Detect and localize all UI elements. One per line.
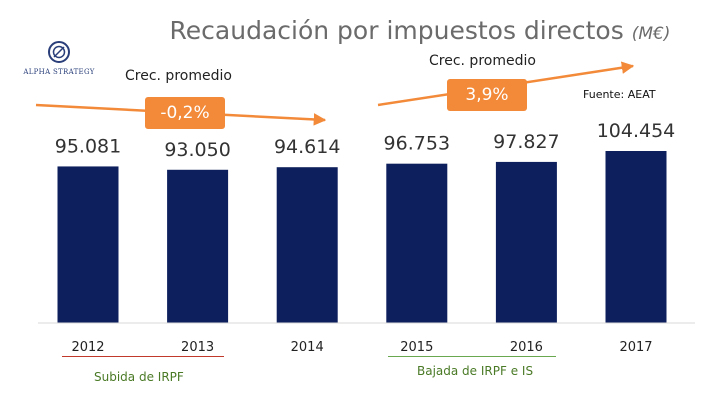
crec-promedio-label-2: Crec. promedio — [429, 53, 536, 69]
source-note: Fuente: AEAT — [583, 88, 656, 101]
tick-label-2016: 2016 — [510, 340, 543, 355]
value-label-2016: 97.827 — [493, 131, 559, 153]
chart-title-text: Recaudación por impuestos directos — [169, 16, 624, 45]
alpha-strategy-logo: ALPHA STRATEGY — [14, 36, 104, 86]
group-underline-bajada — [388, 356, 556, 357]
value-label-2017: 104.454 — [597, 120, 676, 142]
chart-title: Recaudación por impuestos directos (M€) — [140, 16, 700, 45]
tick-label-2014: 2014 — [291, 340, 324, 355]
value-label-2012: 95.081 — [55, 135, 121, 157]
bar-2013 — [167, 169, 229, 323]
value-label-2015: 96.753 — [384, 133, 450, 155]
bar-2015 — [386, 163, 448, 323]
bar-2014 — [276, 167, 338, 323]
bar-2017 — [605, 151, 667, 323]
growth-badge-2: 3,9% — [447, 79, 527, 111]
tick-label-2015: 2015 — [400, 340, 433, 355]
bar-2012 — [57, 166, 119, 323]
bar-2016 — [495, 161, 557, 323]
tick-label-2013: 2013 — [181, 340, 214, 355]
group-label-subida: Subida de IRPF — [94, 370, 184, 384]
tick-label-2017: 2017 — [619, 340, 652, 355]
logo-text: ALPHA STRATEGY — [23, 68, 95, 76]
chart-title-unit: (M€) — [631, 24, 671, 44]
group-underline-subida — [62, 356, 224, 357]
logo-emblem-icon — [48, 41, 70, 63]
group-label-bajada: Bajada de IRPF e IS — [417, 364, 534, 378]
crec-promedio-label-1: Crec. promedio — [125, 68, 232, 84]
value-label-2013: 93.050 — [164, 139, 230, 161]
value-label-2014: 94.614 — [274, 136, 340, 158]
tick-label-2012: 2012 — [71, 340, 104, 355]
growth-badge-1: -0,2% — [145, 97, 225, 129]
